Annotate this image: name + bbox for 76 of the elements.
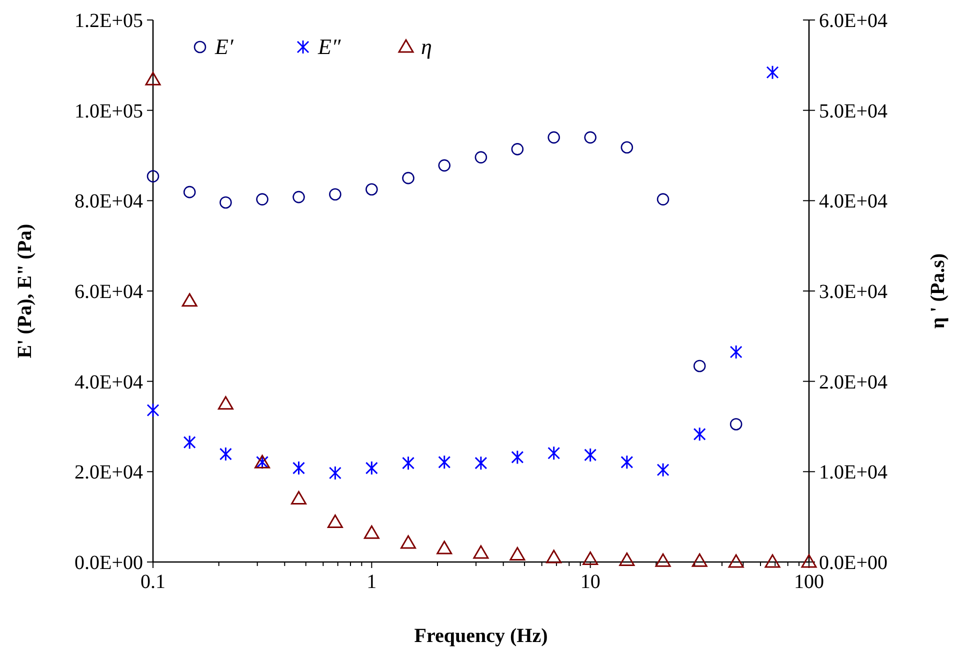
y2-tick-label: 2.0E+04: [819, 371, 888, 394]
point: [474, 151, 488, 164]
point: [436, 540, 452, 554]
y-tick-label: 6.0E+04: [74, 281, 143, 303]
point: [584, 448, 597, 462]
y-tick-label: 0.0E+00: [74, 552, 143, 574]
y2-axis-title: η ' (Pa.s): [927, 253, 949, 329]
y2-tick-label: 0.0E+00: [819, 552, 888, 574]
point: [366, 183, 378, 196]
point: [548, 131, 560, 144]
point: [693, 426, 706, 442]
point: [292, 460, 305, 476]
point: [220, 196, 232, 209]
point: [182, 293, 198, 307]
y2-tick-label: 3.0E+04: [819, 281, 888, 303]
point: [218, 396, 234, 410]
point: [656, 462, 670, 478]
y2-tick-label: 5.0E+04: [819, 100, 888, 122]
y-tick-label: 1.0E+05: [74, 100, 143, 122]
y2-tick-label: 1.0E+04: [819, 462, 888, 484]
point: [582, 552, 598, 566]
legend-label: E″: [317, 34, 342, 59]
point: [400, 535, 416, 549]
point: [292, 190, 305, 204]
point: [328, 466, 342, 480]
point: [365, 460, 378, 476]
y2-tick-label: 4.0E+04: [819, 190, 888, 213]
legend-label: η: [421, 34, 432, 59]
legend-label: E′: [214, 34, 234, 59]
y-tick-label: 8.0E+04: [74, 190, 143, 213]
point: [728, 554, 744, 568]
point: [329, 188, 342, 200]
point: [145, 72, 161, 86]
point: [474, 456, 488, 470]
point: [730, 344, 742, 360]
point: [693, 360, 706, 372]
point: [619, 552, 635, 566]
point: [730, 418, 742, 430]
point: [548, 446, 560, 460]
point: [146, 170, 160, 182]
point: [473, 545, 489, 559]
point: [290, 491, 306, 505]
point: [219, 446, 232, 462]
point: [511, 143, 524, 156]
point: [655, 553, 671, 567]
point: [183, 186, 196, 198]
y-tick-label: 4.0E+04: [74, 371, 143, 394]
y-axis-title: E' (Pa), E" (Pa): [14, 224, 36, 358]
x-tick-label: 0.1: [140, 571, 166, 593]
point: [656, 193, 670, 206]
point: [327, 514, 343, 528]
point: [511, 450, 524, 464]
point: [766, 65, 779, 80]
point: [438, 454, 451, 470]
y-tick-label: 2.0E+04: [74, 462, 143, 484]
x-axis-title: Frequency (Hz): [414, 625, 548, 647]
x-tick-label: 100: [794, 571, 824, 593]
point: [183, 435, 196, 450]
point: [692, 553, 708, 567]
point: [764, 554, 780, 568]
point: [146, 402, 160, 418]
point: [620, 141, 634, 154]
point: [402, 456, 415, 470]
point: [256, 193, 268, 206]
y2-tick-label: 6.0E+04: [819, 10, 888, 32]
x-tick-label: 10: [580, 571, 600, 593]
point: [510, 547, 526, 561]
point: [620, 454, 634, 470]
point: [546, 550, 562, 564]
point: [438, 159, 451, 172]
point: [364, 525, 380, 539]
point: [584, 131, 596, 144]
y-tick-label: 1.2E+05: [74, 10, 143, 32]
x-tick-label: 1: [366, 571, 377, 593]
point: [801, 554, 817, 568]
point: [402, 172, 414, 184]
